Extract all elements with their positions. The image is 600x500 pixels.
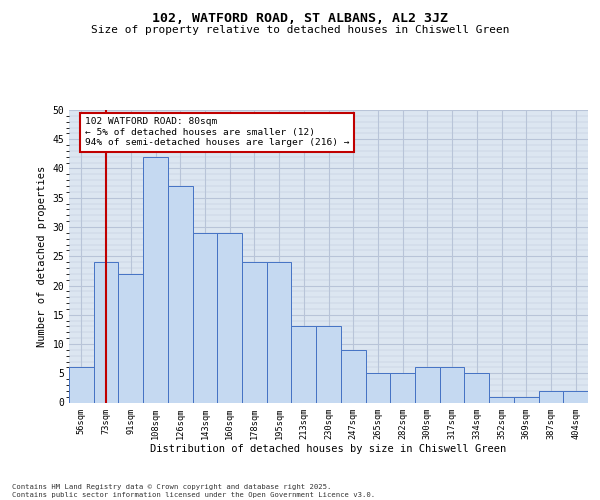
Bar <box>415 368 440 402</box>
Bar <box>143 157 168 402</box>
Bar <box>292 326 316 402</box>
Bar <box>341 350 365 403</box>
Bar <box>489 396 514 402</box>
Text: Size of property relative to detached houses in Chiswell Green: Size of property relative to detached ho… <box>91 25 509 35</box>
Bar <box>94 262 118 402</box>
Bar <box>267 262 292 402</box>
Bar <box>168 186 193 402</box>
Bar <box>242 262 267 402</box>
Bar <box>464 373 489 402</box>
Bar <box>365 373 390 402</box>
Bar <box>390 373 415 402</box>
Text: Contains HM Land Registry data © Crown copyright and database right 2025.
Contai: Contains HM Land Registry data © Crown c… <box>12 484 375 498</box>
X-axis label: Distribution of detached houses by size in Chiswell Green: Distribution of detached houses by size … <box>151 444 506 454</box>
Bar <box>440 368 464 402</box>
Bar <box>69 368 94 402</box>
Bar <box>217 233 242 402</box>
Y-axis label: Number of detached properties: Number of detached properties <box>37 166 47 347</box>
Text: 102, WATFORD ROAD, ST ALBANS, AL2 3JZ: 102, WATFORD ROAD, ST ALBANS, AL2 3JZ <box>152 12 448 26</box>
Bar <box>118 274 143 402</box>
Bar <box>539 391 563 402</box>
Bar <box>563 391 588 402</box>
Text: 102 WATFORD ROAD: 80sqm
← 5% of detached houses are smaller (12)
94% of semi-det: 102 WATFORD ROAD: 80sqm ← 5% of detached… <box>85 118 349 147</box>
Bar <box>316 326 341 402</box>
Bar <box>193 233 217 402</box>
Bar <box>514 396 539 402</box>
